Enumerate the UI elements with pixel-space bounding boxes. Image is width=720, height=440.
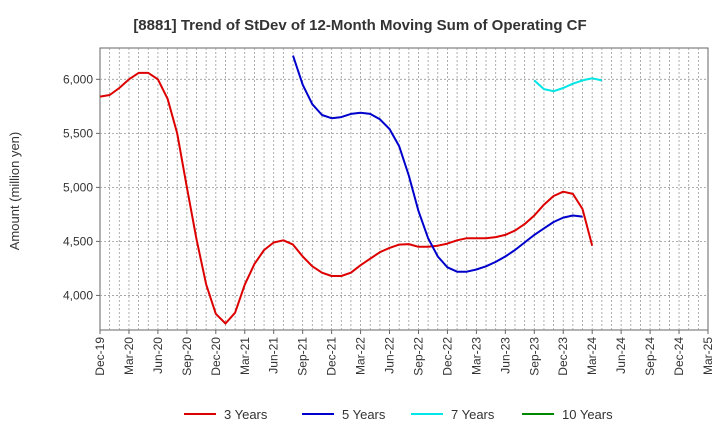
legend-label: 3 Years — [224, 407, 268, 422]
x-tick-label: Mar-25 — [701, 337, 715, 375]
x-tick-label: Sep-23 — [527, 337, 541, 376]
x-tick-label: Mar-20 — [122, 337, 136, 375]
x-tick-label: Mar-24 — [585, 337, 599, 375]
x-tick-label: Jun-23 — [498, 337, 512, 374]
x-tick-label: Sep-21 — [296, 337, 310, 376]
y-tick-label: 5,500 — [63, 126, 93, 140]
x-tick-label: Dec-22 — [440, 337, 454, 376]
x-tick-label: Dec-19 — [93, 337, 107, 376]
y-tick-label: 4,500 — [63, 234, 93, 248]
x-tick-label: Jun-21 — [267, 337, 281, 374]
y-axis-ticks: 4,000 4,500 5,000 5,500 6,000 — [63, 72, 100, 302]
y-tick-label: 6,000 — [63, 72, 93, 86]
x-tick-label: Dec-23 — [556, 337, 570, 376]
x-tick-label: Jun-22 — [383, 337, 397, 374]
y-tick-label: 5,000 — [63, 180, 93, 194]
y-tick-label: 4,000 — [63, 288, 93, 302]
y-axis-label: Amount (million yen) — [7, 132, 22, 251]
series-lines — [99, 55, 603, 325]
legend-label: 5 Years — [342, 407, 386, 422]
x-tick-label: Mar-21 — [238, 337, 252, 375]
x-tick-label: Sep-24 — [643, 337, 657, 376]
series-line-5-years — [292, 55, 583, 273]
series-line-7-years — [533, 77, 603, 93]
x-axis-ticks: Dec-19 Mar-20 Jun-20 Sep-20 Dec-20 Mar-21 Jun-… — [93, 330, 715, 376]
x-tick-label: Dec-20 — [209, 337, 223, 376]
x-tick-label: Dec-24 — [672, 337, 686, 376]
plot-area — [99, 47, 709, 331]
x-tick-label: Mar-23 — [469, 337, 483, 375]
chart-title: [8881] Trend of StDev of 12-Month Moving… — [133, 17, 586, 34]
x-tick-label: Jun-20 — [151, 337, 165, 374]
grid — [100, 48, 708, 330]
x-tick-label: Sep-22 — [411, 337, 425, 376]
legend: 3 Years 5 Years 7 Years 10 Years — [184, 407, 613, 422]
legend-label: 7 Years — [451, 407, 495, 422]
x-tick-label: Sep-20 — [180, 337, 194, 376]
x-tick-label: Mar-22 — [354, 337, 368, 375]
series-line-3-years — [99, 71, 594, 325]
plot-border — [99, 47, 709, 331]
x-tick-label: Dec-21 — [325, 337, 339, 376]
x-tick-label: Jun-24 — [614, 337, 628, 374]
legend-label: 10 Years — [562, 407, 613, 422]
